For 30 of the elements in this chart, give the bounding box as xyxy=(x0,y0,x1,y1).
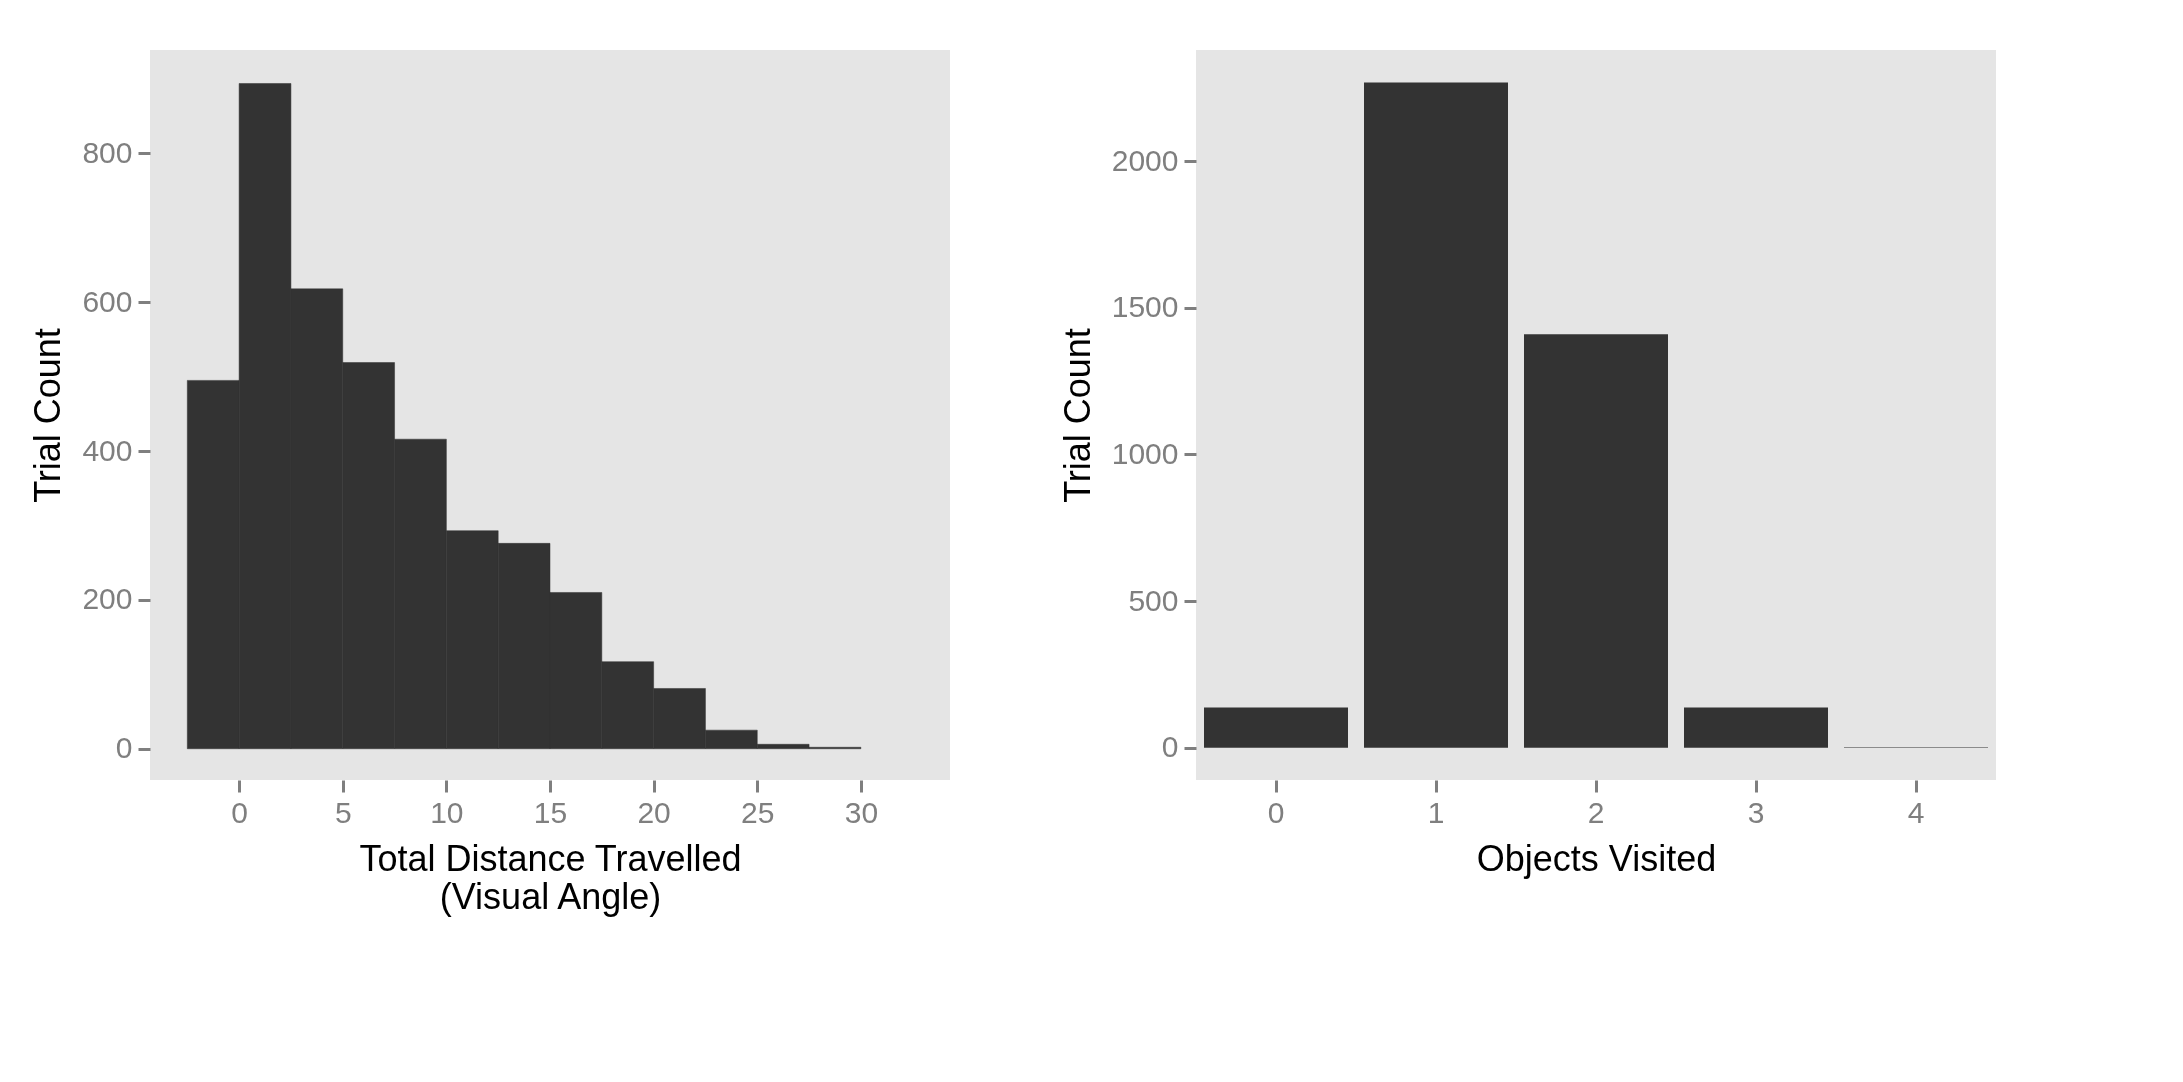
y-tick-label: 0 xyxy=(115,731,133,765)
x-tick-label: 15 xyxy=(533,795,568,829)
x-tick-label: 5 xyxy=(334,795,352,829)
x-tick-label: 0 xyxy=(231,795,248,829)
x-tick-label: 10 xyxy=(430,795,464,829)
y-tick-label: 1500 xyxy=(1111,290,1179,324)
y-tick-label: 200 xyxy=(82,582,133,616)
x-tick-label: 25 xyxy=(741,795,775,829)
y-axis-title: Trial Count xyxy=(1056,328,1098,503)
y-tick-label: 0 xyxy=(1161,730,1179,764)
y-tick-label: 500 xyxy=(1128,583,1179,617)
x-tick-label: 2 xyxy=(1587,795,1605,829)
bar xyxy=(1204,707,1348,748)
y-tick-label: 400 xyxy=(82,433,133,467)
x-tick-label: 30 xyxy=(844,795,879,829)
y-tick-label: 600 xyxy=(82,284,133,318)
bar xyxy=(1364,82,1508,748)
y-tick-label: 800 xyxy=(82,135,133,169)
x-tick-label: 20 xyxy=(637,795,671,829)
y-tick-label: 2000 xyxy=(1111,143,1179,177)
x-axis-title: Total Distance Travelled (Visual Angle) xyxy=(359,837,742,917)
x-tick-label: 3 xyxy=(1747,795,1765,829)
x-tick-label: 0 xyxy=(1267,795,1285,829)
bar xyxy=(1524,334,1668,748)
y-tick-label: 1000 xyxy=(1111,436,1179,470)
y-axis-title: Trial Count xyxy=(27,328,69,503)
x-tick-label: 4 xyxy=(1907,795,1925,829)
x-tick-label: 1 xyxy=(1427,795,1445,829)
x-axis-title: Objects Visited xyxy=(1476,837,1717,879)
bar xyxy=(1684,707,1828,748)
